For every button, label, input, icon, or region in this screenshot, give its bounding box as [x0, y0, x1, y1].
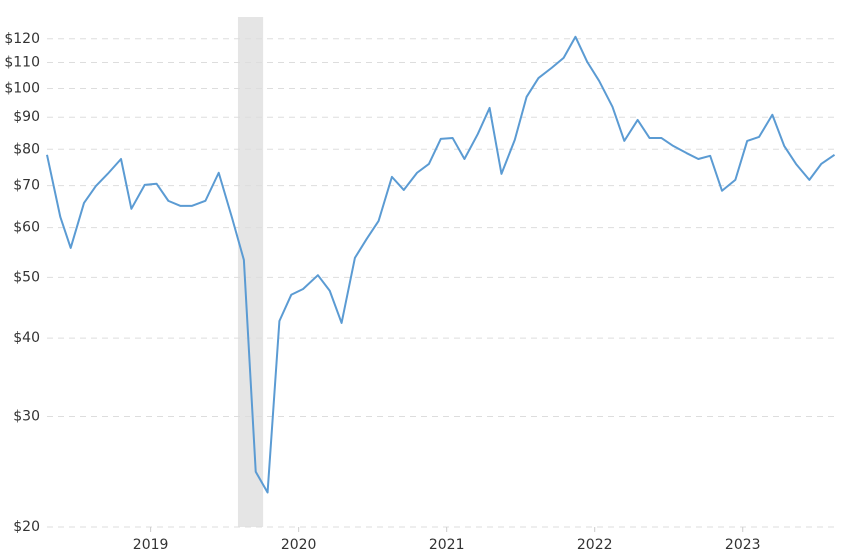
x-tick-label: 2021	[429, 537, 465, 553]
y-tick-label: $40	[13, 330, 40, 346]
y-tick-label: $50	[13, 269, 40, 285]
y-tick-label: $20	[13, 519, 40, 535]
y-tick-label: $100	[4, 80, 40, 96]
y-tick-label: $70	[13, 178, 40, 194]
y-tick-label: $80	[13, 141, 40, 157]
x-tick-label: 2023	[725, 537, 761, 553]
y-tick-label: $110	[4, 55, 40, 71]
y-tick-label: $60	[13, 220, 40, 236]
shaded-range	[237, 17, 264, 527]
x-tick-label: 2019	[133, 537, 169, 553]
x-tick-label: 2022	[577, 537, 613, 553]
y-tick-label: $120	[4, 31, 40, 47]
x-tick-label: 2020	[281, 537, 317, 553]
data-line	[46, 35, 836, 494]
y-tick-label: $90	[13, 109, 40, 125]
y-tick-label: $30	[13, 409, 40, 425]
